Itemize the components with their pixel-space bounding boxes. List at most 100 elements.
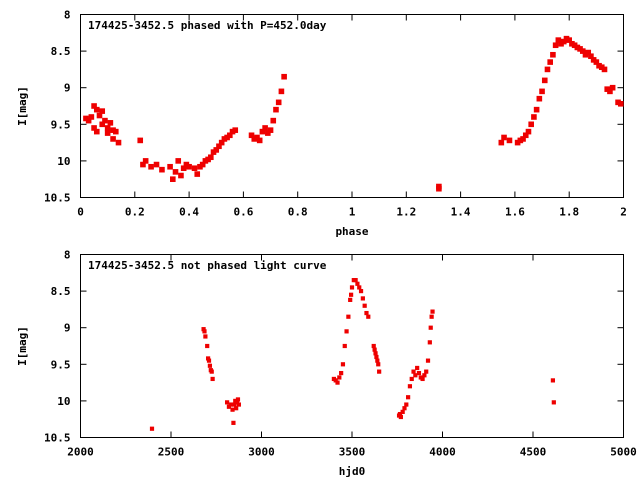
data-point	[429, 314, 434, 319]
data-point	[210, 376, 215, 382]
data-point	[191, 165, 198, 172]
data-point	[406, 395, 411, 400]
data-point	[148, 163, 154, 170]
data-point	[550, 51, 556, 58]
data-point	[209, 369, 214, 374]
data-point	[281, 73, 287, 80]
x-tick-label: 1.4	[451, 206, 471, 219]
data-point	[533, 106, 540, 113]
data-point	[400, 409, 405, 414]
data-points	[83, 35, 624, 192]
data-point	[110, 136, 116, 142]
data-point	[201, 327, 206, 332]
x-tick-label: 1.8	[559, 206, 579, 219]
data-point	[344, 329, 349, 334]
data-point	[91, 125, 97, 131]
data-point	[225, 400, 230, 405]
data-point	[566, 37, 572, 43]
x-axis-label: phase	[335, 225, 368, 238]
data-point	[178, 172, 184, 179]
chart-title: 174425-3452.5 phased with P=452.0day	[88, 19, 327, 32]
x-tick-label: 2000	[67, 446, 94, 459]
data-point	[528, 121, 534, 128]
data-point	[404, 402, 409, 407]
data-point	[208, 154, 214, 161]
data-point	[339, 370, 344, 376]
y-tick-label: 9	[64, 322, 71, 335]
x-tick-label: 0.2	[125, 206, 145, 219]
y-tick-label: 8	[64, 9, 71, 22]
data-point	[99, 121, 106, 128]
data-point	[99, 108, 106, 114]
y-axis-label: I[mag]	[16, 86, 29, 126]
data-point	[551, 400, 556, 405]
x-tick-label: 0	[77, 206, 84, 219]
x-tick-label: 1	[349, 206, 356, 219]
data-points	[149, 278, 556, 431]
data-point	[115, 139, 122, 146]
data-point	[353, 278, 358, 283]
data-point	[346, 314, 351, 319]
data-point	[358, 289, 364, 294]
data-point	[357, 285, 362, 290]
data-point	[265, 130, 271, 136]
x-tick-label: 1.2	[396, 206, 416, 219]
y-tick-label: 9	[64, 82, 71, 95]
data-point	[402, 406, 407, 411]
data-point	[544, 66, 551, 73]
x-tick-label: 4500	[520, 446, 547, 459]
data-point	[372, 347, 377, 352]
data-point	[262, 125, 268, 131]
y-tick-label: 10.5	[44, 192, 71, 205]
data-point	[375, 358, 380, 363]
data-point	[96, 112, 103, 119]
data-point	[186, 163, 192, 170]
data-point	[428, 325, 433, 330]
data-point	[550, 378, 556, 383]
data-point	[360, 296, 365, 301]
data-point	[407, 384, 413, 389]
data-point	[256, 137, 263, 144]
x-tick-label: 5000	[610, 446, 637, 459]
data-point	[364, 310, 369, 316]
data-point	[362, 303, 367, 308]
data-point	[267, 127, 274, 133]
data-point	[167, 163, 173, 170]
data-point	[397, 411, 403, 417]
data-point	[607, 88, 613, 95]
data-point	[337, 375, 342, 380]
data-point	[248, 132, 255, 139]
data-point	[420, 376, 425, 382]
data-point	[104, 130, 111, 136]
x-tick-label: 3000	[248, 446, 275, 459]
data-point	[585, 49, 592, 56]
data-point	[601, 66, 608, 73]
y-tick-label: 9.5	[51, 118, 71, 131]
y-axis-label: I[mag]	[16, 326, 29, 366]
data-point	[93, 106, 100, 113]
data-point	[374, 354, 379, 360]
data-point	[377, 369, 382, 374]
chart-title: 174425-3452.5 not phased light curve	[88, 259, 327, 272]
data-point	[552, 42, 559, 49]
data-point	[234, 406, 239, 411]
data-point	[102, 117, 108, 124]
data-point	[278, 88, 285, 95]
data-point	[525, 128, 532, 135]
x-axis-label: hjd0	[339, 465, 366, 478]
data-point	[617, 101, 624, 107]
data-point	[259, 128, 266, 135]
data-point	[153, 161, 160, 168]
data-point	[175, 158, 182, 164]
data-point	[349, 285, 355, 290]
data-point	[340, 362, 346, 367]
data-point	[609, 84, 616, 91]
data-point	[430, 309, 435, 314]
data-point	[226, 404, 232, 409]
data-point	[236, 402, 241, 407]
data-point	[501, 134, 507, 141]
data-point	[366, 314, 371, 319]
data-point	[371, 343, 376, 349]
data-point	[234, 400, 240, 405]
data-point	[415, 365, 420, 371]
